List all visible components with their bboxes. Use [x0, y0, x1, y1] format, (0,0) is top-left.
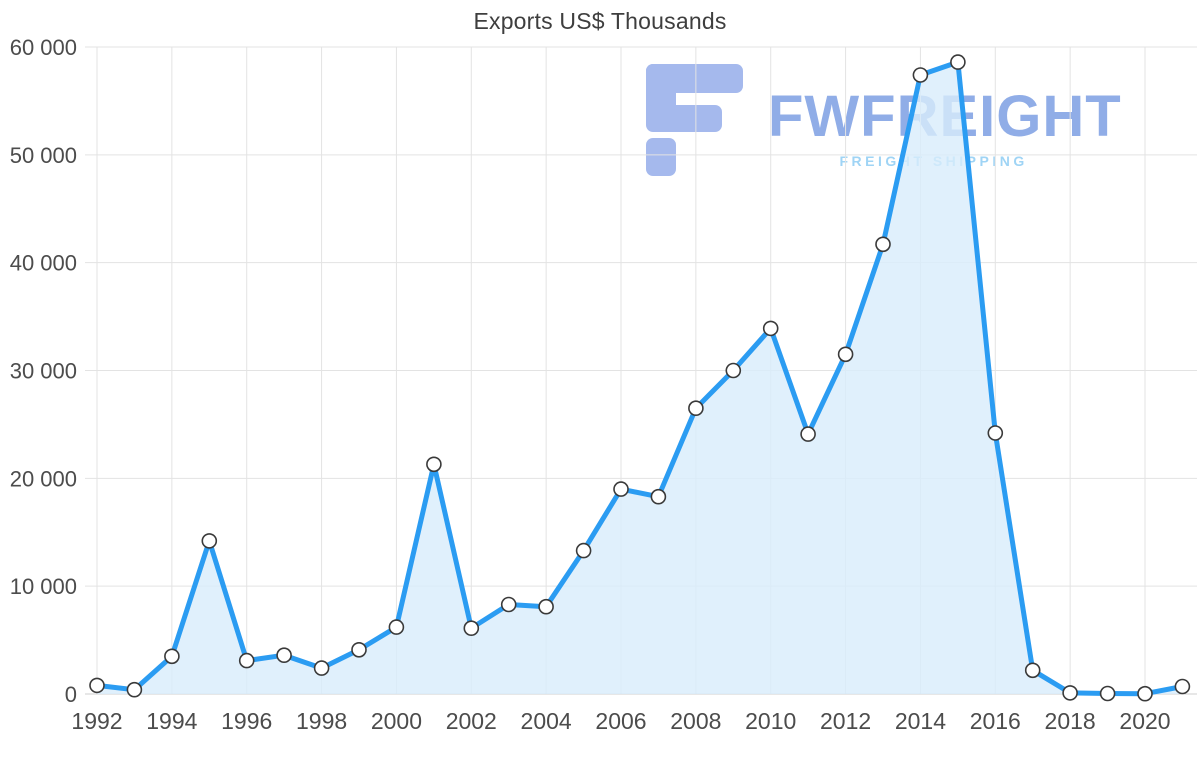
data-point-marker — [912, 67, 929, 83]
y-tick-label: 30 000 — [10, 359, 77, 384]
data-point-marker — [950, 54, 966, 70]
x-tick-label: 1996 — [221, 708, 272, 734]
fwfreight-logo-icon — [646, 64, 743, 176]
x-tick-label: 2012 — [820, 708, 871, 734]
data-point-marker — [351, 641, 367, 658]
data-point-marker — [1024, 662, 1041, 679]
x-tick-label: 2018 — [1045, 708, 1096, 734]
data-point-marker — [1137, 685, 1153, 702]
y-tick-label: 0 — [65, 682, 77, 707]
data-point-marker — [164, 648, 180, 665]
data-point-marker — [463, 620, 480, 637]
logo-stem-lower — [646, 138, 676, 176]
y-tick-label: 10 000 — [10, 574, 77, 599]
x-tick-label: 2014 — [895, 708, 946, 734]
data-point-marker — [388, 619, 405, 635]
x-tick-label: 2008 — [670, 708, 721, 734]
y-tick-label: 40 000 — [10, 251, 77, 276]
x-tick-label: 2002 — [446, 708, 497, 734]
x-tick-label: 1998 — [296, 708, 347, 734]
y-tick-label: 20 000 — [10, 466, 77, 491]
data-point-marker — [987, 425, 1004, 441]
x-tick-label: 2016 — [970, 708, 1021, 734]
x-tick-label: 2006 — [595, 708, 646, 734]
data-point-marker — [875, 236, 891, 253]
data-point-marker — [313, 660, 330, 676]
data-point-marker — [762, 320, 779, 337]
data-point-marker — [500, 596, 517, 613]
data-point-marker — [276, 647, 292, 664]
logo-top-bar — [646, 64, 743, 93]
y-tick-label: 50 000 — [10, 143, 77, 168]
data-point-marker — [613, 481, 629, 497]
x-tick-label: 1992 — [71, 708, 122, 734]
data-point-marker — [688, 400, 704, 417]
x-tick-label: 2004 — [521, 708, 572, 734]
data-point-marker — [538, 598, 554, 615]
data-point-marker — [89, 677, 105, 694]
x-tick-label: 2000 — [371, 708, 422, 734]
data-point-marker — [650, 488, 667, 505]
data-point-marker — [1062, 685, 1078, 701]
data-point-marker — [800, 426, 816, 442]
data-point-marker — [575, 542, 592, 559]
data-point-marker — [238, 652, 255, 669]
data-point-marker — [725, 362, 742, 379]
data-point-marker — [1174, 678, 1191, 695]
data-point-marker — [837, 346, 854, 363]
x-tick-label: 2020 — [1119, 708, 1170, 734]
logo-mid-bar — [646, 105, 722, 132]
x-tick-label: 2010 — [745, 708, 796, 734]
data-point-marker — [1099, 685, 1116, 702]
data-point-marker — [126, 681, 143, 698]
data-point-marker — [426, 456, 442, 473]
series-area-fill — [97, 62, 1183, 695]
data-point-marker — [201, 533, 218, 549]
x-tick-label: 1994 — [146, 708, 197, 734]
y-tick-label: 60 000 — [10, 35, 77, 60]
